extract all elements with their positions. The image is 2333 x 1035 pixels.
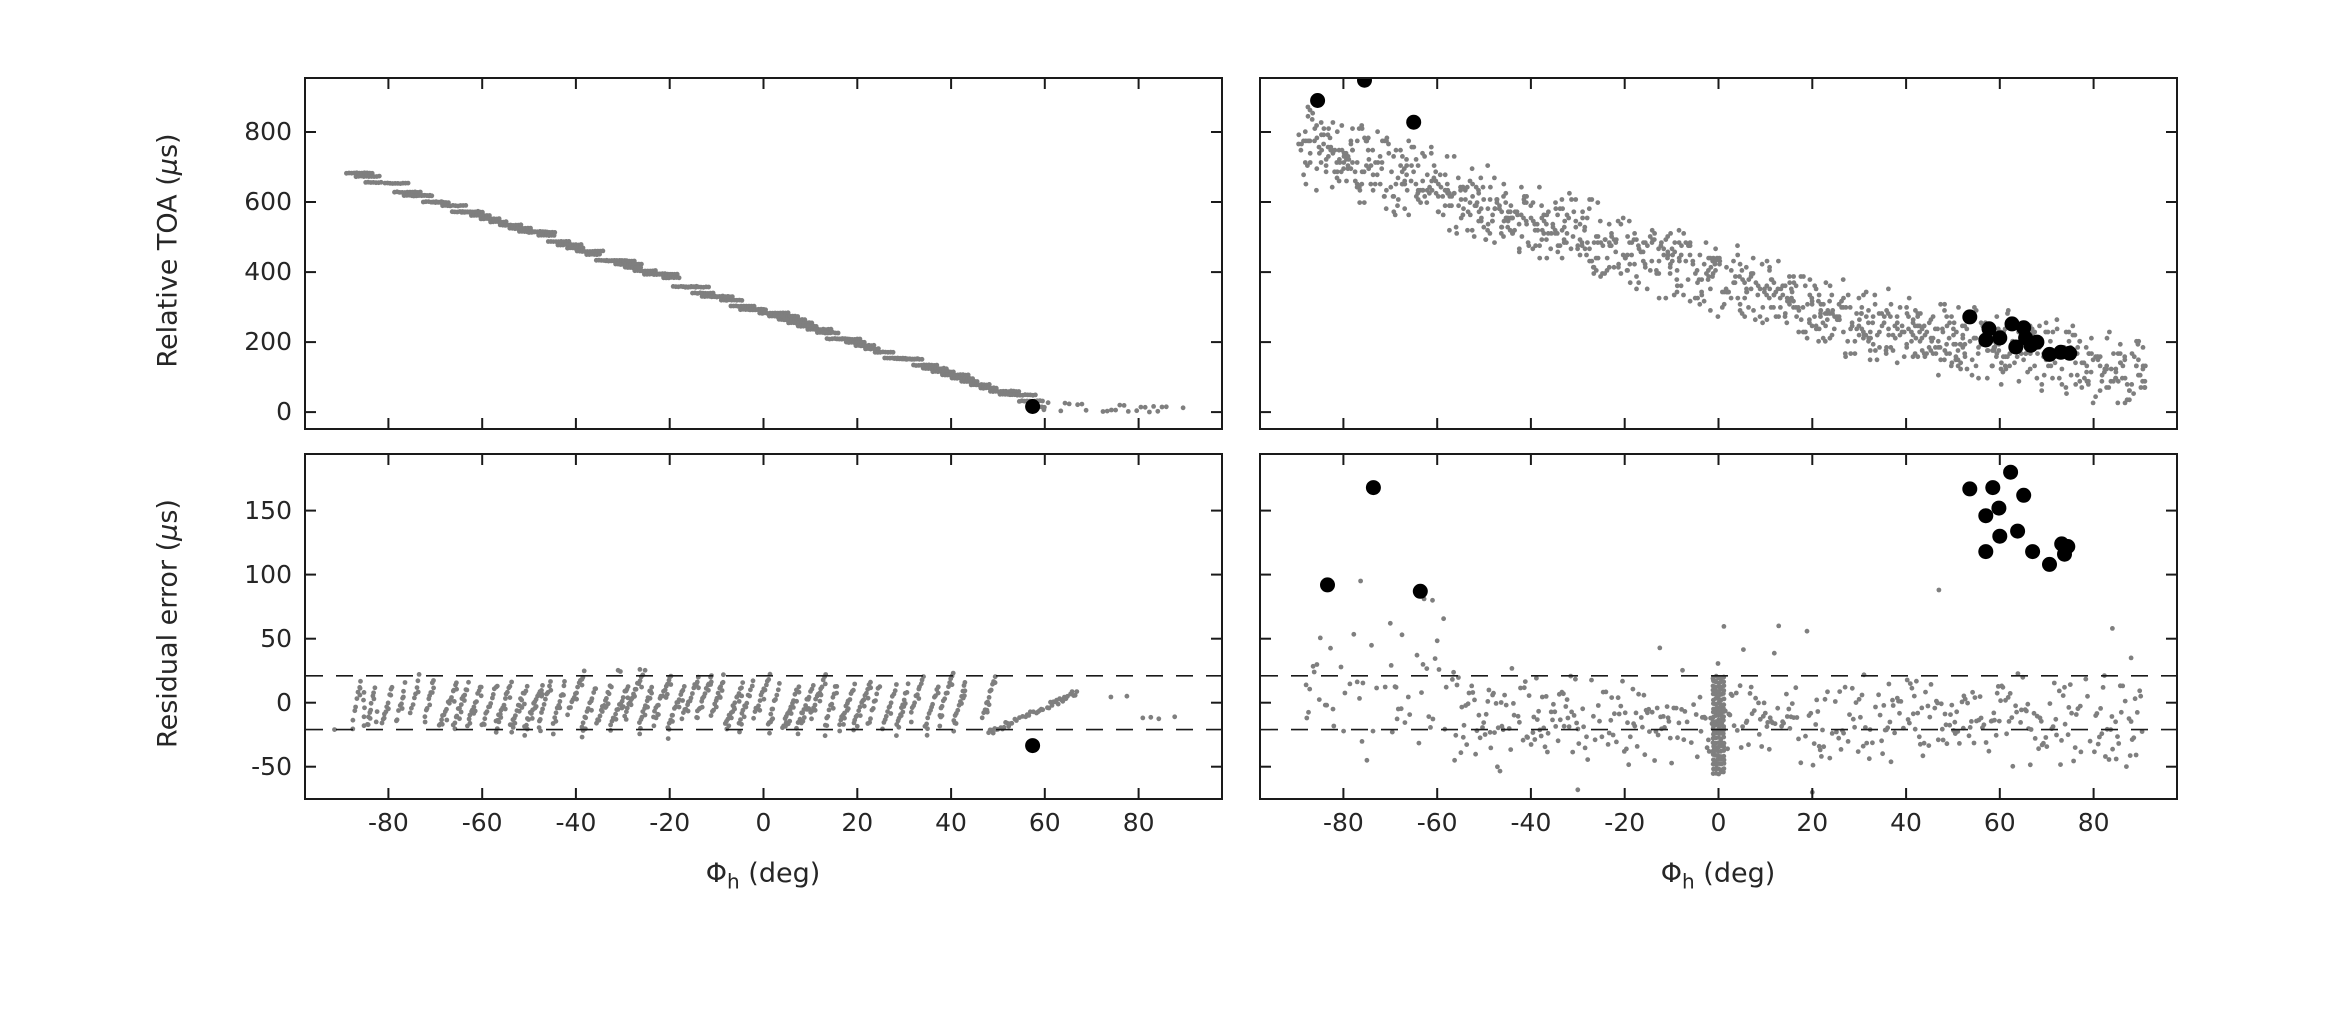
x-tick-label: 20 [841, 808, 874, 837]
x-axis-label-left: Φh (deg) [705, 858, 821, 894]
black-outlier-points [1025, 399, 1041, 414]
tick-marks [305, 454, 1222, 799]
subplot-bottom-left-residual-error [304, 453, 1223, 800]
y-tick-label: 400 [244, 257, 292, 287]
residual-error-right-canvas [1259, 453, 2178, 800]
axes-spines [304, 77, 1223, 430]
x-tick-label: 40 [935, 808, 967, 837]
x-tick-label: 0 [1710, 808, 1727, 837]
x-axis-label-right: Φh (deg) [1660, 858, 1776, 894]
tick-marks [1260, 78, 2177, 429]
relative-toa-right-canvas [1259, 77, 2178, 430]
gray-scatter-points [1303, 578, 2145, 795]
black-outlier-points [1025, 738, 1041, 754]
gray-scatter-points [332, 667, 1178, 741]
x-tick-label: -40 [1510, 808, 1552, 837]
x-tick-label: 60 [1983, 808, 2016, 837]
subplot-top-left-relative-toa [304, 77, 1223, 430]
y-tick-label: 200 [244, 327, 292, 357]
x-tick-label: 80 [1122, 808, 1155, 837]
x-tick-label: -40 [555, 808, 597, 837]
y-tick-label: 600 [244, 187, 292, 217]
y-tick-label: 150 [244, 495, 292, 525]
tick-marks [1260, 454, 2177, 799]
residual-error-left-canvas [304, 453, 1223, 800]
axes-spines [304, 453, 1223, 800]
x-tick-label: 80 [2077, 808, 2110, 837]
x-tick-label: -60 [1416, 808, 1458, 837]
y-tick-label: 800 [244, 116, 292, 146]
y-tick-label: 0 [276, 397, 292, 427]
y-tick-label: 50 [260, 623, 292, 653]
y-tick-label: 0 [276, 687, 292, 717]
axes-spines [1259, 77, 2178, 430]
x-tick-label: -20 [649, 808, 691, 837]
subplot-bottom-right-residual-error [1259, 453, 2178, 800]
x-tick-label: -20 [1604, 808, 1646, 837]
x-tick-label: 40 [1890, 808, 1922, 837]
x-tick-label: 0 [755, 808, 772, 837]
black-outlier-points [1320, 464, 2076, 599]
x-tick-label: 20 [1796, 808, 1829, 837]
gray-scatter-points [1296, 104, 2148, 406]
y-tick-label: 100 [244, 559, 292, 589]
x-tick-label: 60 [1028, 808, 1061, 837]
x-tick-label: -80 [1322, 808, 1364, 837]
black-outlier-points [1310, 77, 2078, 362]
relative-toa-left-canvas [304, 77, 1223, 430]
subplot-top-right-relative-toa [1259, 77, 2178, 430]
mu-glyph: μ [152, 158, 184, 176]
x-tick-label: -80 [367, 808, 409, 837]
tick-marks [305, 78, 1222, 429]
gray-scatter-points [344, 170, 1186, 415]
y-tick-label: -50 [251, 751, 292, 781]
mu-glyph: μ [152, 523, 184, 541]
x-tick-label: -60 [461, 808, 503, 837]
